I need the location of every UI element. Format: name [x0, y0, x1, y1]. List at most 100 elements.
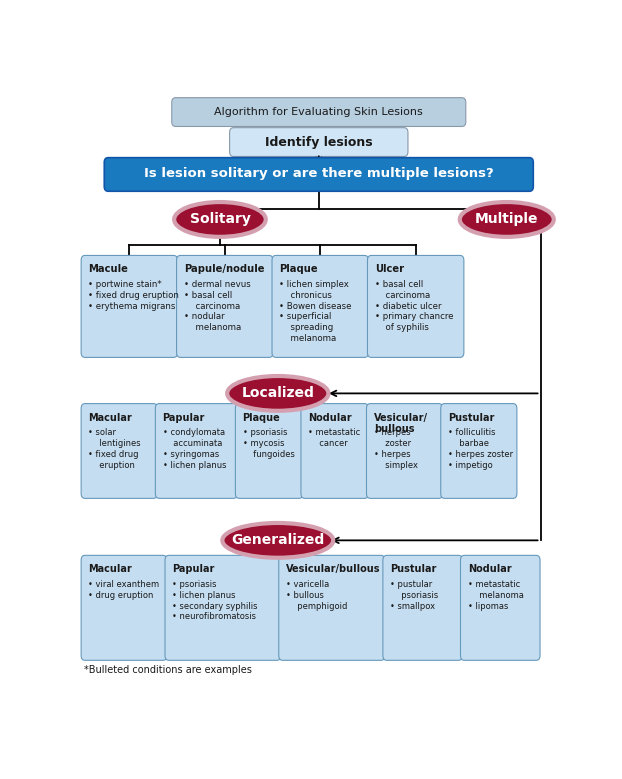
Text: • varicella: • varicella — [286, 580, 329, 589]
Text: • basal cell: • basal cell — [184, 291, 232, 300]
Text: • metastatic: • metastatic — [468, 580, 520, 589]
Text: simplex: simplex — [379, 460, 417, 470]
Text: carcinoma: carcinoma — [381, 291, 430, 300]
Text: • smallpox: • smallpox — [390, 601, 435, 611]
Text: lentigines: lentigines — [94, 439, 141, 448]
Text: • syringomas: • syringomas — [162, 449, 219, 459]
Text: melanoma: melanoma — [285, 334, 337, 343]
Text: accuminata: accuminata — [169, 439, 223, 448]
Text: • neurofibromatosis: • neurofibromatosis — [172, 612, 256, 622]
Text: • drug eruption: • drug eruption — [88, 590, 154, 600]
Text: • secondary syphilis: • secondary syphilis — [172, 601, 258, 611]
Text: Identify lesions: Identify lesions — [265, 136, 373, 149]
Text: Vesicular/bullous: Vesicular/bullous — [286, 564, 381, 574]
Text: • fixed drug: • fixed drug — [88, 449, 139, 459]
Text: • fixed drug eruption: • fixed drug eruption — [88, 291, 179, 300]
FancyBboxPatch shape — [272, 256, 368, 358]
Text: • lipomas: • lipomas — [468, 601, 508, 611]
Text: spreading: spreading — [285, 323, 333, 332]
Ellipse shape — [227, 376, 328, 411]
Text: Papule/nodule: Papule/nodule — [184, 264, 264, 274]
FancyBboxPatch shape — [301, 404, 368, 499]
Text: • bullous: • bullous — [286, 590, 324, 600]
Text: eruption: eruption — [94, 460, 135, 470]
Text: • lichen planus: • lichen planus — [172, 590, 236, 600]
Text: Multiple: Multiple — [475, 213, 539, 227]
Text: zoster: zoster — [379, 439, 411, 448]
Text: Pustular: Pustular — [390, 564, 437, 574]
Ellipse shape — [174, 202, 266, 237]
FancyBboxPatch shape — [460, 555, 540, 661]
Text: psoriasis: psoriasis — [396, 590, 438, 600]
Text: barbae: barbae — [454, 439, 489, 448]
Text: Macular: Macular — [88, 413, 132, 422]
Text: Papular: Papular — [172, 564, 215, 574]
Text: Vesicular/
bullous: Vesicular/ bullous — [374, 413, 428, 434]
Text: Ulcer: Ulcer — [374, 264, 404, 274]
Text: • folliculitis: • folliculitis — [448, 428, 496, 437]
Text: pemphigoid: pemphigoid — [292, 601, 347, 611]
Text: • portwine stain*: • portwine stain* — [88, 280, 162, 289]
FancyBboxPatch shape — [383, 555, 462, 661]
Text: • Bowen disease: • Bowen disease — [279, 301, 352, 311]
Text: Papular: Papular — [162, 413, 205, 422]
Text: • herpes zoster: • herpes zoster — [448, 449, 513, 459]
Text: • nodular: • nodular — [184, 312, 225, 322]
FancyBboxPatch shape — [104, 157, 533, 192]
Text: • lichen planus: • lichen planus — [162, 460, 226, 470]
Text: • herpes: • herpes — [374, 449, 411, 459]
Text: • superficial: • superficial — [279, 312, 332, 322]
FancyBboxPatch shape — [81, 256, 177, 358]
Text: Is lesion solitary or are there multiple lesions?: Is lesion solitary or are there multiple… — [144, 167, 494, 181]
Text: • viral exanthem: • viral exanthem — [88, 580, 159, 589]
Text: of syphilis: of syphilis — [381, 323, 429, 332]
Ellipse shape — [223, 523, 333, 558]
Text: • dermal nevus: • dermal nevus — [184, 280, 251, 289]
Text: *Bulleted conditions are examples: *Bulleted conditions are examples — [83, 665, 251, 675]
Text: • metastatic: • metastatic — [308, 428, 360, 437]
Text: • primary chancre: • primary chancre — [374, 312, 453, 322]
FancyBboxPatch shape — [441, 404, 517, 499]
Text: melanoma: melanoma — [473, 590, 523, 600]
Text: Algorithm for Evaluating Skin Lesions: Algorithm for Evaluating Skin Lesions — [215, 107, 423, 117]
FancyBboxPatch shape — [81, 555, 167, 661]
Text: carcinoma: carcinoma — [190, 301, 240, 311]
Text: • solar: • solar — [88, 428, 116, 437]
FancyBboxPatch shape — [81, 404, 157, 499]
Text: • diabetic ulcer: • diabetic ulcer — [374, 301, 441, 311]
Text: • psoriasis: • psoriasis — [172, 580, 216, 589]
Text: • mycosis: • mycosis — [243, 439, 284, 448]
FancyBboxPatch shape — [156, 404, 238, 499]
Text: • basal cell: • basal cell — [374, 280, 423, 289]
Text: fungoides: fungoides — [248, 449, 295, 459]
Text: Localized: Localized — [241, 386, 314, 400]
Text: Plaque: Plaque — [279, 264, 318, 274]
FancyBboxPatch shape — [235, 404, 303, 499]
Text: Plaque: Plaque — [243, 413, 281, 422]
Text: • psoriasis: • psoriasis — [243, 428, 287, 437]
Text: • lichen simplex: • lichen simplex — [279, 280, 349, 289]
FancyBboxPatch shape — [165, 555, 281, 661]
FancyBboxPatch shape — [177, 256, 273, 358]
Ellipse shape — [460, 202, 554, 237]
Text: cancer: cancer — [314, 439, 348, 448]
Text: Solitary: Solitary — [190, 213, 251, 227]
FancyBboxPatch shape — [230, 128, 408, 157]
FancyBboxPatch shape — [172, 97, 466, 126]
Text: • condylomata: • condylomata — [162, 428, 225, 437]
Text: Nodular: Nodular — [468, 564, 511, 574]
FancyBboxPatch shape — [366, 404, 443, 499]
Text: • erythema migrans: • erythema migrans — [88, 301, 176, 311]
Text: Nodular: Nodular — [308, 413, 352, 422]
FancyBboxPatch shape — [368, 256, 464, 358]
FancyBboxPatch shape — [279, 555, 385, 661]
Text: Macular: Macular — [88, 564, 132, 574]
Text: • pustular: • pustular — [390, 580, 432, 589]
Text: Pustular: Pustular — [448, 413, 494, 422]
Text: • impetigo: • impetigo — [448, 460, 493, 470]
Text: Macule: Macule — [88, 264, 128, 274]
Text: melanoma: melanoma — [190, 323, 241, 332]
Text: • herpes: • herpes — [374, 428, 411, 437]
Text: Generalized: Generalized — [231, 534, 325, 548]
Text: chronicus: chronicus — [285, 291, 332, 300]
